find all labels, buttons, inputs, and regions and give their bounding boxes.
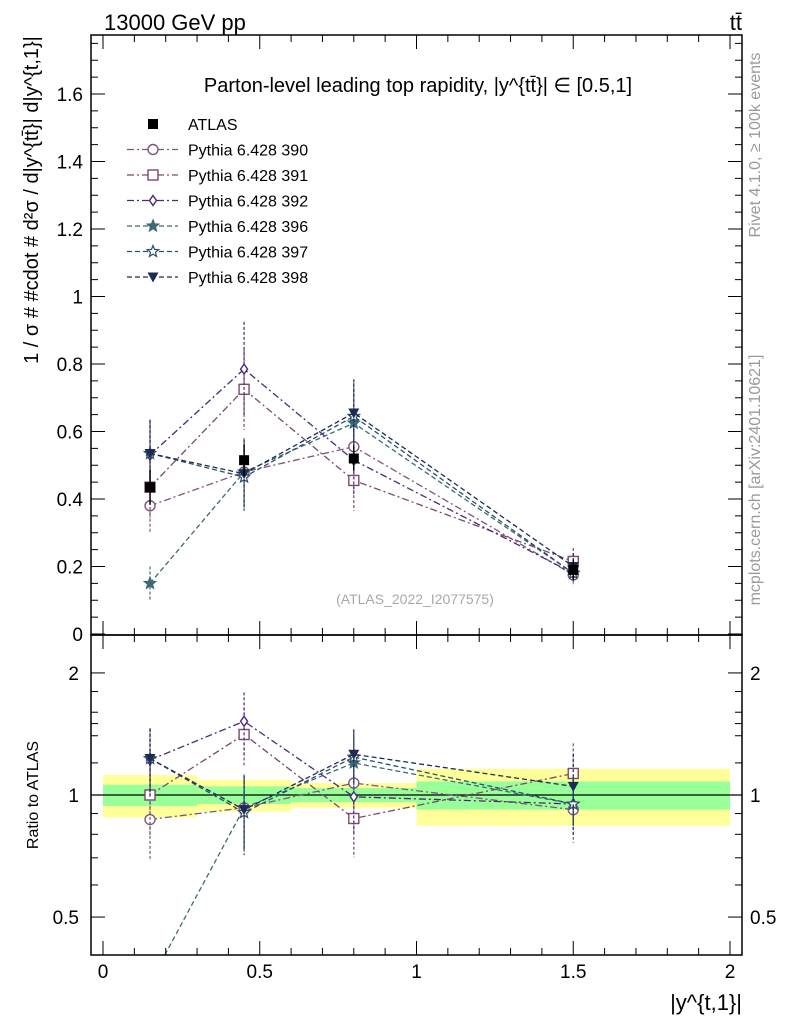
ratio-line xyxy=(149,720,574,805)
series-line xyxy=(149,415,574,574)
ratio-pythia-6.428-398 xyxy=(144,728,579,852)
y-tick-label: 1.6 xyxy=(57,85,83,106)
ratio-point xyxy=(348,749,360,760)
data-point xyxy=(348,453,359,464)
x-tick-label: 1.5 xyxy=(560,962,586,983)
legend-marker xyxy=(145,243,161,258)
legend-label: Pythia 6.428 397 xyxy=(188,245,308,262)
legend-marker xyxy=(147,272,159,283)
y-tick-label: 1.4 xyxy=(57,153,84,174)
y-axis-label: 1 / σ # #cdot # d²σ / d|y^{tt̄}| d|y^{t,… xyxy=(21,36,43,364)
series-pythia-6.428-398 xyxy=(144,379,579,580)
ratio-ticks: 0.5 0.5 1 1 2 2 xyxy=(53,664,777,929)
series-pythia-6.428-396 xyxy=(142,389,581,601)
chart-title: Parton-level leading top rapidity, |y^{t… xyxy=(204,75,632,97)
ratio-bands xyxy=(103,768,730,826)
y-tick-label: 1 xyxy=(72,288,83,309)
ratio-tick-label-right: 1 xyxy=(750,786,761,807)
legend-label: Pythia 6.428 392 xyxy=(188,194,308,211)
legend-entry: Pythia 6.428 398 xyxy=(127,270,308,287)
ratio-tick-label: 0.5 xyxy=(53,908,79,929)
x-tick-label: 0.5 xyxy=(247,962,273,983)
legend-marker xyxy=(148,194,158,207)
legend-entry: Pythia 6.428 391 xyxy=(127,168,308,185)
main-panel: 0 0.2 0.4 0.6 0.8 1 1.2 1.4 1.6 Parton-level lea… xyxy=(57,34,743,646)
ratio-line xyxy=(149,733,574,820)
series-line xyxy=(149,388,574,563)
header-right: tt̄ xyxy=(730,10,742,35)
x-ticks: 0 0.5 1 1.5 2 xyxy=(98,35,736,983)
legend: ATLAS Pythia 6.428 390 Pythia 6.428 391 Pyt… xyxy=(127,117,308,287)
legend-entry: Pythia 6.428 397 xyxy=(127,243,308,262)
data-points xyxy=(145,444,579,581)
series-point xyxy=(348,474,360,487)
legend-marker xyxy=(148,119,158,129)
ratio-tick-label-right: 0.5 xyxy=(750,908,776,929)
series-pythia-6.428-390 xyxy=(144,423,579,586)
series-point xyxy=(144,448,156,459)
y-tick-label: 1.2 xyxy=(57,220,83,241)
legend-label: Pythia 6.428 391 xyxy=(188,168,308,185)
ratio-axis-label: Ratio to ATLAS xyxy=(25,741,42,849)
data-point xyxy=(239,455,250,466)
legend-label: Pythia 6.428 396 xyxy=(188,219,308,236)
series-point xyxy=(239,362,249,376)
legend-label: Pythia 6.428 390 xyxy=(188,143,308,160)
series-line xyxy=(149,422,574,584)
legend-label: Pythia 6.428 398 xyxy=(188,270,308,287)
ratio-point xyxy=(349,790,359,803)
rivet-label: Rivet 4.1.0, ≥ 100k events xyxy=(747,53,764,238)
legend-marker xyxy=(147,169,159,181)
ratio-line xyxy=(149,753,574,811)
data-point xyxy=(568,564,579,575)
watermark: (ATLAS_2022_I2077575) xyxy=(336,591,494,607)
series-line xyxy=(149,446,574,576)
y-tick-label: 0 xyxy=(72,625,83,646)
y-tick-label: 0.8 xyxy=(57,355,83,376)
ratio-tick-label: 2 xyxy=(68,664,79,685)
x-tick-label: 1 xyxy=(411,962,422,983)
series-point xyxy=(142,575,158,590)
legend-label: ATLAS xyxy=(188,117,238,134)
ratio-panel: 0.5 0.5 1 1 2 2 xyxy=(53,634,777,956)
y-tick-label: 0.6 xyxy=(57,423,83,444)
main-ticks: 0 0.2 0.4 0.6 0.8 1 1.2 1.4 1.6 xyxy=(57,42,742,646)
series-line xyxy=(149,412,574,568)
y-tick-label: 0.4 xyxy=(57,490,84,511)
ratio-line xyxy=(149,756,574,814)
series-point xyxy=(348,408,360,419)
ratio-tick-label-right: 2 xyxy=(750,664,761,685)
x-tick-label: 2 xyxy=(725,962,736,983)
series-pythia-6.428-392 xyxy=(145,321,578,584)
y-tick-label: 0.2 xyxy=(57,558,83,579)
legend-marker xyxy=(147,143,159,156)
ratio-point xyxy=(239,715,249,728)
mcplots-label: mcplots.cern.ch [arXiv:2401.10621] xyxy=(747,355,764,606)
ratio-point xyxy=(238,805,250,816)
x-axis-label: |y^{t,1}| xyxy=(670,990,742,1015)
ratio-tick-label: 1 xyxy=(68,786,79,807)
legend-entry: Pythia 6.428 396 xyxy=(127,218,308,236)
ratio-point xyxy=(567,781,579,792)
ratio-point xyxy=(144,754,156,765)
legend-entry: Pythia 6.428 392 xyxy=(127,194,308,211)
legend-marker xyxy=(145,218,161,233)
x-tick-label: 0 xyxy=(98,962,109,983)
legend-entry: Pythia 6.428 390 xyxy=(127,143,308,160)
ratio-series xyxy=(142,692,581,956)
main-series xyxy=(142,321,581,601)
header-left: 13000 GeV pp xyxy=(104,10,246,35)
series-pythia-6.428-391 xyxy=(144,348,579,575)
series-line xyxy=(149,368,574,574)
legend-entry-atlas: ATLAS xyxy=(148,117,238,134)
data-point xyxy=(145,482,156,493)
